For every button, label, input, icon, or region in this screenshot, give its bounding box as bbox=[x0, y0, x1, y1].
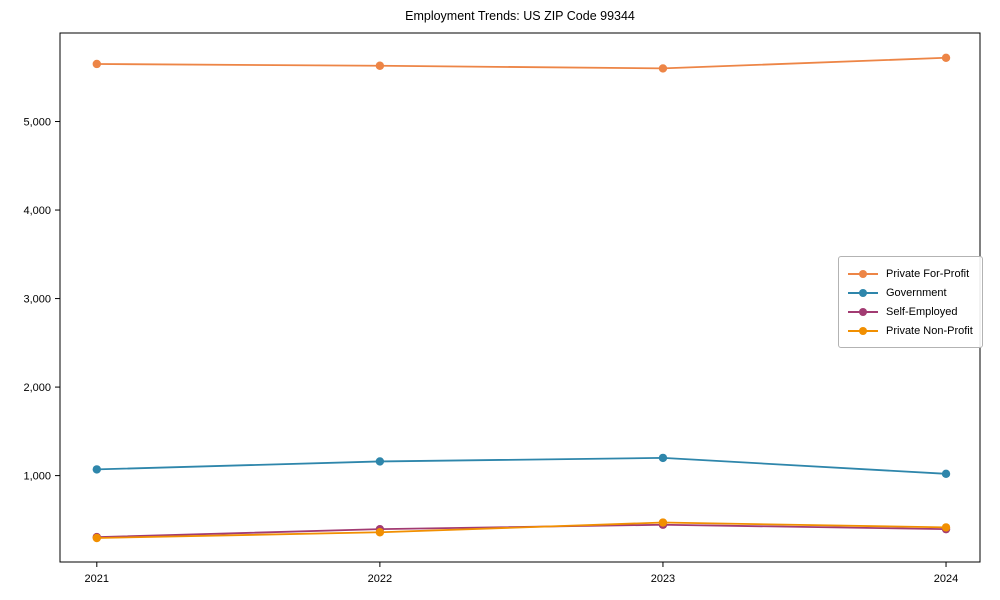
legend-item: Private For-Profit bbox=[848, 264, 973, 283]
legend: Private For-Profit Government Self-Emplo… bbox=[838, 256, 983, 348]
svg-text:4,000: 4,000 bbox=[23, 205, 51, 217]
svg-text:2,000: 2,000 bbox=[23, 382, 51, 394]
legend-item: Self-Employed bbox=[848, 302, 973, 321]
svg-text:2023: 2023 bbox=[651, 573, 675, 585]
legend-label: Private For-Profit bbox=[886, 267, 970, 280]
chart-title: Employment Trends: US ZIP Code 99344 bbox=[405, 9, 635, 23]
svg-text:3,000: 3,000 bbox=[23, 294, 51, 306]
legend-item: Government bbox=[848, 283, 973, 302]
legend-label: Self-Employed bbox=[886, 305, 958, 318]
svg-text:1,000: 1,000 bbox=[23, 471, 51, 483]
series-marker-icon bbox=[848, 307, 878, 317]
series-marker-icon bbox=[848, 288, 878, 298]
series-marker-icon bbox=[848, 326, 878, 336]
svg-text:2021: 2021 bbox=[85, 573, 109, 585]
legend-item: Private Non-Profit bbox=[848, 321, 973, 340]
svg-text:5,000: 5,000 bbox=[23, 117, 51, 129]
series-marker-icon bbox=[848, 269, 878, 279]
legend-label: Private Non-Profit bbox=[886, 324, 973, 337]
svg-text:2022: 2022 bbox=[368, 573, 392, 585]
legend-label: Government bbox=[886, 286, 947, 299]
svg-text:2024: 2024 bbox=[934, 573, 958, 585]
